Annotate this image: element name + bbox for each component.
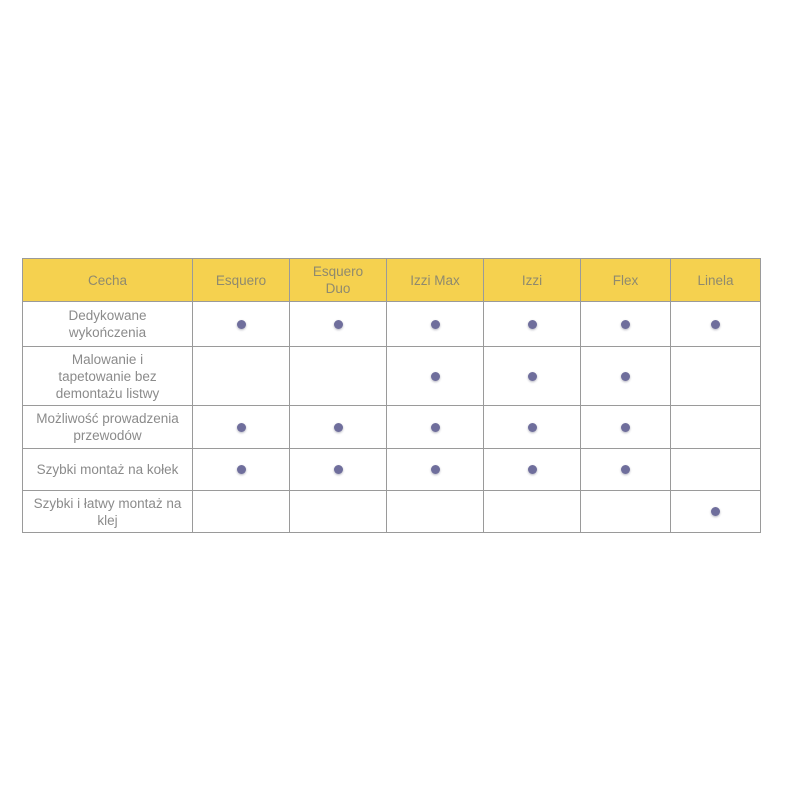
feature-cell <box>580 448 671 491</box>
feature-cell <box>289 346 387 406</box>
feature-cell <box>670 448 761 491</box>
column-header: Izzi Max <box>386 258 484 302</box>
filled-circle-icon <box>711 319 720 329</box>
feature-cell <box>386 405 484 449</box>
column-header: Linela <box>670 258 761 302</box>
feature-label: Malowanie i tapetowanie bez demontażu li… <box>22 346 193 406</box>
feature-cell <box>580 301 671 347</box>
feature-cell <box>483 346 581 406</box>
filled-circle-icon <box>711 507 720 516</box>
filled-circle-icon <box>621 422 630 432</box>
filled-circle-icon <box>236 319 246 329</box>
feature-label: Możliwość prowadzenia przewodów <box>22 405 193 449</box>
feature-label: Szybki i łatwy montaż na klej <box>22 490 193 533</box>
feature-cell <box>289 301 387 347</box>
feature-cell <box>289 448 387 491</box>
comparison-table: Cecha Esquero Esquero Duo Izzi Max Izzi Flex L… <box>22 258 761 533</box>
table-row: Dedykowane wykończenia <box>22 301 761 347</box>
feature-label: Dedykowane wykończenia <box>22 301 193 347</box>
table-row: Możliwość prowadzenia przewodów <box>22 405 761 449</box>
feature-cell <box>580 490 671 533</box>
filled-circle-icon <box>430 319 440 329</box>
feature-cell <box>483 448 581 491</box>
feature-cell <box>483 405 581 449</box>
feature-label: Szybki montaż na kołek <box>22 448 193 491</box>
filled-circle-icon <box>621 465 630 474</box>
feature-cell <box>670 346 761 406</box>
column-header: Esquero <box>192 258 290 302</box>
column-header: Flex <box>580 258 671 302</box>
header-row: Cecha Esquero Esquero Duo Izzi Max Izzi Flex L… <box>22 258 761 302</box>
feature-cell <box>386 301 484 347</box>
column-header: Esquero Duo <box>289 258 387 302</box>
feature-cell <box>483 490 581 533</box>
filled-circle-icon <box>333 319 343 329</box>
feature-cell <box>670 405 761 449</box>
feature-cell <box>289 405 387 449</box>
feature-cell <box>670 490 761 533</box>
filled-circle-icon <box>527 465 537 474</box>
feature-cell <box>192 448 290 491</box>
table-row: Szybki montaż na kołek <box>22 448 761 491</box>
feature-cell <box>192 405 290 449</box>
filled-circle-icon <box>527 319 537 329</box>
column-header: Izzi <box>483 258 581 302</box>
feature-cell <box>386 490 484 533</box>
feature-cell <box>483 301 581 347</box>
filled-circle-icon <box>621 319 630 329</box>
feature-cell <box>386 346 484 406</box>
feature-cell <box>580 405 671 449</box>
filled-circle-icon <box>236 465 246 474</box>
feature-cell <box>386 448 484 491</box>
filled-circle-icon <box>333 465 343 474</box>
table-row: Szybki i łatwy montaż na klej <box>22 490 761 533</box>
filled-circle-icon <box>236 422 246 432</box>
column-header: Cecha <box>22 258 193 302</box>
feature-cell <box>192 490 290 533</box>
filled-circle-icon <box>430 371 440 381</box>
feature-cell <box>670 301 761 347</box>
filled-circle-icon <box>333 422 343 432</box>
filled-circle-icon <box>430 422 440 432</box>
filled-circle-icon <box>527 422 537 432</box>
filled-circle-icon <box>527 371 537 381</box>
feature-cell <box>192 301 290 347</box>
filled-circle-icon <box>430 465 440 474</box>
feature-cell <box>192 346 290 406</box>
filled-circle-icon <box>621 371 630 381</box>
feature-cell <box>580 346 671 406</box>
table-row: Malowanie i tapetowanie bez demontażu li… <box>22 346 761 406</box>
feature-cell <box>289 490 387 533</box>
